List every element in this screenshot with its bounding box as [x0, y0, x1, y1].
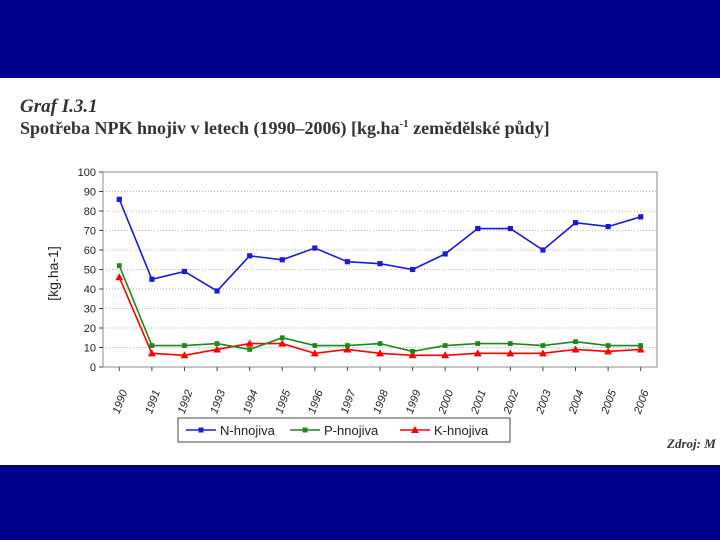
x-tick-label: 1992	[176, 388, 196, 415]
data-point-k	[376, 349, 384, 357]
y-tick-label: 100	[78, 167, 96, 179]
y-axis-label: [kg.ha-1]	[45, 246, 61, 300]
data-point-n	[312, 245, 318, 251]
data-point-k	[147, 349, 156, 357]
x-tick-label: 1995	[274, 388, 294, 416]
data-point-p	[540, 343, 546, 348]
bottom-band	[0, 465, 720, 540]
y-tick-label: 70	[84, 226, 96, 238]
top-band	[0, 0, 720, 78]
data-point-n	[442, 251, 448, 257]
y-tick-label: 0	[90, 362, 96, 374]
title-main: Spotřeba NPK hnojiv v letech (1990–2006)…	[20, 118, 400, 138]
data-point-p	[247, 347, 253, 352]
data-point-k	[408, 351, 417, 359]
y-tick-label: 90	[84, 187, 96, 199]
chart: 0 10 20 30 40 50 60 70 80 90 100 [kg.ha-1] 1990 1991 1…	[45, 167, 658, 443]
x-tick-label: 1999	[404, 388, 424, 415]
data-point-k	[343, 345, 352, 353]
data-point-n	[279, 257, 285, 263]
data-point-p	[182, 343, 187, 348]
figure-title: Spotřeba NPK hnojiv v letech (1990–2006)…	[20, 118, 550, 139]
data-point-n	[605, 224, 611, 230]
x-tick-label: 2001	[469, 388, 489, 416]
data-point-k	[473, 349, 482, 357]
legend-label: K-hnojiva	[434, 423, 489, 438]
data-point-k	[115, 273, 124, 281]
x-tick-label: 1994	[241, 388, 261, 415]
data-point-p	[605, 343, 611, 348]
legend-box	[177, 417, 511, 443]
data-point-p	[214, 341, 220, 346]
x-tick-label: 1991	[143, 388, 163, 415]
data-point-n	[214, 288, 220, 294]
legend-marker	[411, 426, 419, 433]
data-point-p	[507, 341, 513, 346]
y-tick-label: 10	[84, 343, 96, 355]
source-note: Zdroj: M	[667, 436, 716, 451]
data-point-p	[279, 335, 285, 341]
data-point-n	[540, 247, 546, 253]
data-point-p	[573, 339, 578, 345]
data-point-k	[636, 345, 645, 353]
y-tick-label: 20	[84, 323, 96, 335]
data-point-k	[213, 345, 222, 353]
data-point-p	[475, 341, 481, 346]
data-point-k	[506, 349, 515, 357]
y-tick-label: 50	[84, 265, 96, 277]
data-point-p	[377, 341, 383, 346]
data-point-k	[278, 339, 287, 347]
data-point-n	[247, 253, 253, 259]
legend-label: N-hnojiva	[220, 423, 276, 438]
title-end: zemědělské půdy]	[408, 118, 550, 138]
data-point-n	[377, 261, 383, 267]
x-tick-label: 1996	[306, 388, 326, 416]
data-point-k	[604, 347, 613, 355]
data-point-n	[475, 225, 481, 232]
data-point-n	[116, 196, 122, 202]
figure-label: Graf I.3.1	[20, 96, 98, 117]
data-point-k	[245, 339, 254, 347]
y-tick-label: 80	[84, 206, 96, 218]
x-tick-label: 1997	[339, 388, 359, 416]
data-point-n	[181, 268, 188, 275]
data-point-n	[638, 214, 644, 220]
data-point-p	[410, 349, 415, 354]
data-point-p	[116, 263, 122, 268]
data-point-k	[538, 349, 547, 357]
data-point-p	[312, 343, 318, 348]
x-tick-label: 2000	[436, 388, 456, 417]
data-point-n	[507, 225, 513, 232]
x-tick-label: 2006	[632, 388, 652, 417]
y-tick-label: 30	[84, 304, 96, 316]
y-tick-label: 40	[84, 284, 96, 296]
data-point-k	[310, 349, 319, 357]
x-tick-label: 2004	[567, 388, 587, 416]
x-tick-label: 1998	[371, 388, 391, 416]
x-tick-label: 2003	[534, 388, 554, 417]
data-point-p	[149, 343, 155, 348]
legend-label: P-hnojiva	[324, 423, 379, 438]
x-tick-label: 1990	[111, 388, 131, 416]
data-point-n	[572, 220, 579, 226]
data-point-n	[344, 259, 351, 265]
legend-marker	[302, 427, 308, 433]
slide-content: Graf I.3.1 Spotřeba NPK hnojiv v letech …	[0, 78, 720, 465]
x-tick-label: 1993	[208, 388, 228, 416]
data-point-k	[571, 345, 580, 353]
data-point-k	[180, 351, 189, 359]
x-tick-label: 2005	[599, 388, 619, 417]
data-point-p	[638, 343, 644, 348]
data-point-k	[441, 351, 450, 359]
data-point-p	[442, 343, 448, 348]
y-tick-label: 60	[84, 245, 96, 257]
x-tick-label: 2002	[501, 388, 521, 416]
legend-marker	[198, 427, 204, 433]
data-point-n	[149, 276, 155, 282]
data-point-n	[409, 266, 416, 273]
data-point-p	[345, 343, 350, 348]
title-sup: -1	[399, 118, 409, 130]
